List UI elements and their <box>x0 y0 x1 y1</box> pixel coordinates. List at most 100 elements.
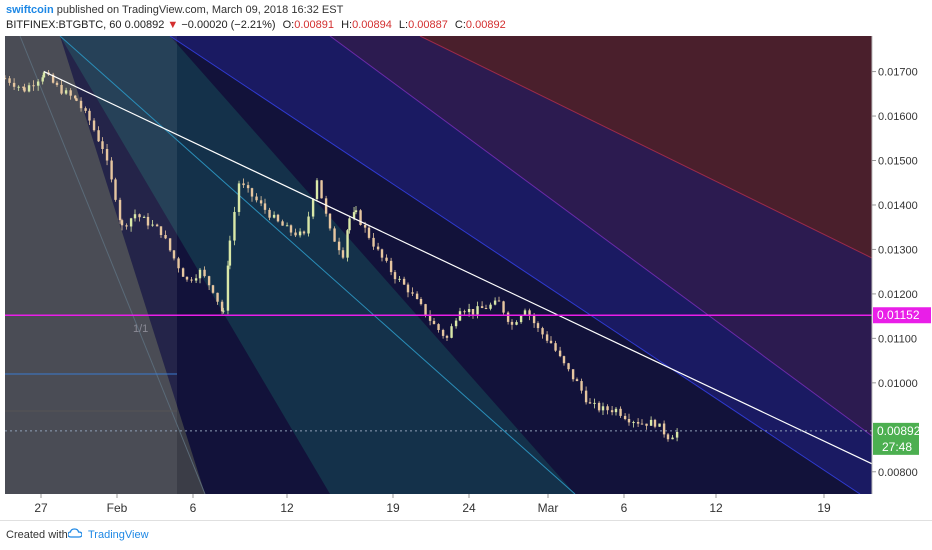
y-tick-label: 0.01700 <box>878 67 918 79</box>
candle-body <box>226 265 230 311</box>
candle-body <box>584 390 588 403</box>
publish-info: swiftcoin published on TradingView.com, … <box>6 4 343 16</box>
candle-body <box>74 95 77 99</box>
tradingview-cloud-icon <box>68 528 82 538</box>
candle-body <box>354 210 358 213</box>
candle-body <box>432 320 436 325</box>
y-axis-ticks: 0.01700 0.01600 0.01500 0.01400 0.01300 0.012… <box>872 67 918 479</box>
candle-body <box>376 246 380 250</box>
created-with-label: Created with <box>6 529 68 541</box>
candle-body <box>359 210 362 225</box>
bar-countdown-label: 27:48 <box>882 440 912 454</box>
tradingview-link[interactable]: TradingView <box>88 529 149 541</box>
high-label: H: <box>341 19 353 31</box>
candle-body <box>627 419 631 423</box>
hline-price-label: 0.01152 <box>877 308 920 322</box>
fan-line-4 <box>59 36 576 494</box>
candle-body <box>419 298 423 305</box>
candle-body <box>445 335 449 338</box>
candle-body <box>484 308 488 310</box>
open-value: 0.00891 <box>294 19 335 31</box>
candle-body <box>118 199 122 221</box>
candle-body <box>198 269 202 279</box>
candle-body <box>155 224 159 227</box>
candle-body <box>285 225 289 227</box>
y-tick-label: 0.01100 <box>878 333 917 345</box>
candle-body <box>181 268 185 277</box>
candle-body <box>177 258 180 269</box>
candle-body <box>666 434 670 440</box>
candle-body <box>346 230 349 258</box>
candle-body <box>242 183 245 186</box>
shaded-time-range <box>5 36 177 494</box>
candle-body <box>246 185 250 189</box>
candle-body <box>194 278 198 281</box>
candle-body <box>289 225 293 233</box>
price-chart[interactable]: 1/1 0.017000.016000.015000.014000.013000… <box>0 36 932 520</box>
candle-body <box>129 218 133 227</box>
candle-body <box>276 214 280 222</box>
candle-body <box>268 209 271 218</box>
candle-body <box>558 350 562 357</box>
candle-body <box>320 180 323 199</box>
candle-body <box>138 214 141 218</box>
candle-body <box>8 78 11 83</box>
candle-body <box>523 310 527 316</box>
low-value: 0.00887 <box>408 19 448 31</box>
candle-body <box>363 224 367 228</box>
candle-body <box>333 228 336 242</box>
x-tick-label: 12 <box>709 501 723 515</box>
candle-body <box>133 214 137 219</box>
price-axis[interactable] <box>872 36 932 494</box>
candle-body <box>22 86 25 88</box>
candle-body <box>263 203 267 210</box>
hline-price-badge <box>873 307 931 324</box>
candle-body <box>259 200 263 204</box>
candle-body <box>575 379 579 382</box>
fan-zone-indigo <box>170 36 872 494</box>
close-value: 0.00892 <box>465 19 506 31</box>
candle-body <box>554 343 557 351</box>
candle-body <box>120 220 124 226</box>
candle-body <box>619 408 622 416</box>
candle-body <box>36 81 40 86</box>
last-price: 0.00892 <box>124 19 165 31</box>
fan-label: 1/1 <box>133 323 148 335</box>
candle-body <box>51 74 55 83</box>
candle-body <box>142 216 146 218</box>
candle-body <box>402 278 406 285</box>
candle-body <box>146 216 150 226</box>
candle-body <box>450 326 453 338</box>
open-label: O: <box>282 19 295 31</box>
author-link[interactable]: swiftcoin <box>6 4 54 16</box>
candle-body <box>406 284 410 293</box>
candle-body <box>471 308 475 315</box>
y-tick-label: 0.01000 <box>878 378 918 390</box>
price-change: −0.00020 (−2.21%) <box>181 19 276 31</box>
candle-body <box>662 423 666 435</box>
candle-body <box>348 218 351 231</box>
candle-body <box>437 324 440 330</box>
candle-body <box>428 315 432 321</box>
footer: Created with TradingView <box>0 520 932 550</box>
candle-body <box>69 90 72 96</box>
footer-divider <box>0 520 932 521</box>
candle-body <box>411 292 414 294</box>
x-tick-label: 19 <box>817 501 831 515</box>
candle-body <box>294 232 297 236</box>
candle-body <box>476 306 479 315</box>
candle-body <box>237 183 241 212</box>
candle-body <box>23 87 26 92</box>
candle-body <box>645 423 648 426</box>
candle-body <box>211 285 215 293</box>
candle-body <box>324 198 328 214</box>
trendline[interactable] <box>43 71 915 485</box>
candle-body <box>114 179 117 200</box>
time-axis[interactable] <box>0 494 872 520</box>
x-tick-label: Feb <box>107 501 128 515</box>
candle-body <box>97 130 100 142</box>
candle-body <box>640 423 644 425</box>
candle-body <box>228 240 232 266</box>
candle-body <box>32 85 35 87</box>
candle-body <box>614 408 618 413</box>
